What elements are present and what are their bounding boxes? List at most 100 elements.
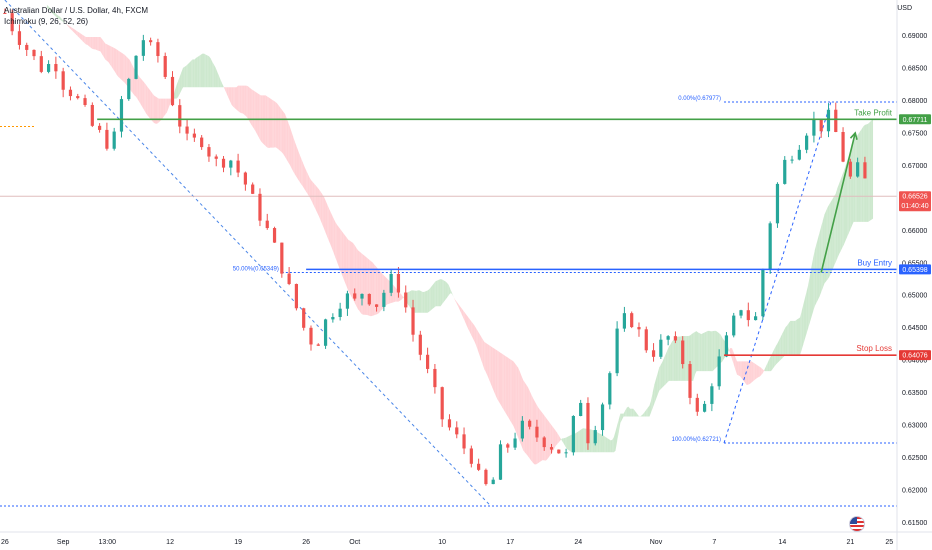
cloud-segment — [165, 98, 167, 115]
indicator-label[interactable]: Ichimoku (9, 26, 52, 26) — [4, 17, 89, 26]
cloud-segment — [66, 24, 69, 27]
candle-body — [571, 415, 575, 453]
target-arrow-head — [849, 131, 858, 140]
cloud-segment — [187, 62, 190, 88]
cloud-segment — [813, 250, 815, 312]
x-tick-label: Oct — [349, 539, 360, 546]
cloud-segment — [155, 96, 158, 124]
cloud-segment — [356, 247, 358, 310]
level-name: Take Profit — [854, 108, 893, 117]
symbol-title[interactable]: Australian Dollar / U.S. Dollar, 4h, FXC… — [4, 6, 149, 15]
us-flag-icon[interactable] — [849, 516, 865, 532]
cloud-segment — [246, 85, 248, 119]
cloud-segment — [602, 434, 605, 453]
cloud-segment — [442, 279, 444, 305]
cloud-segment — [633, 408, 635, 417]
cloud-segment — [469, 319, 472, 336]
cloud-segment — [699, 333, 702, 372]
candle-body — [863, 162, 867, 179]
cloud-segment — [500, 352, 503, 408]
cloud-segment — [780, 333, 783, 360]
cloud-segment — [319, 189, 321, 221]
cloud-segment — [158, 98, 161, 123]
cloud-segment — [502, 353, 504, 410]
cloud-segment — [362, 254, 365, 315]
cloud-segment — [871, 118, 874, 220]
candle-body — [761, 269, 765, 317]
cloud-segment — [553, 428, 556, 450]
cloud-segment — [677, 336, 679, 381]
cloud-segment — [696, 331, 699, 372]
x-tick-label: 13:00 — [99, 539, 117, 546]
cloud-segment — [327, 204, 329, 241]
cloud-segment — [738, 361, 741, 377]
cloud-segment — [387, 278, 389, 305]
cloud-segment — [508, 358, 511, 421]
price-badge-label: 0.66526 — [902, 194, 927, 201]
cloud-segment — [220, 79, 222, 88]
cloud-segment — [341, 231, 344, 279]
cloud-segment — [194, 57, 196, 88]
cloud-segment — [276, 103, 279, 150]
cloud-segment — [636, 413, 639, 417]
cloud-segment — [609, 439, 611, 453]
candle-body — [724, 335, 729, 357]
cloud-segment — [400, 292, 402, 301]
cloud-segment — [785, 325, 788, 355]
x-tick-label: 21 — [846, 539, 854, 546]
cloud-segment — [145, 84, 148, 116]
cloud-segment — [59, 16, 62, 21]
candle-body — [549, 447, 554, 450]
cloud-segment — [523, 380, 525, 453]
candle-body — [739, 310, 743, 316]
cloud-segment — [625, 407, 627, 417]
cloud-segment — [526, 384, 529, 457]
cloud-segment — [176, 80, 179, 99]
cloud-segment — [481, 336, 483, 365]
candle-body — [105, 129, 109, 149]
y-tick-label: 0.68000 — [902, 98, 927, 105]
cloud-segment — [304, 166, 307, 192]
cloud-segment — [195, 56, 198, 88]
candle-body — [513, 438, 517, 448]
cloud-segment — [532, 397, 535, 465]
candle-body — [207, 147, 211, 157]
cloud-segment — [234, 87, 237, 110]
cloud-segment — [498, 351, 501, 405]
cloud-segment — [581, 428, 584, 453]
cloud-segment — [338, 226, 341, 271]
cloud-segment — [707, 330, 710, 372]
cloud-segment — [448, 284, 451, 296]
candle-body — [251, 184, 255, 194]
candle-body — [775, 183, 780, 224]
candle-body — [272, 228, 277, 243]
y-tick-label: 0.67500 — [902, 131, 927, 138]
cloud-segment — [113, 47, 115, 72]
cloud-segment — [230, 87, 232, 105]
cloud-segment — [563, 437, 566, 447]
cloud-segment — [84, 35, 86, 45]
y-tick-label: 0.62000 — [902, 487, 927, 494]
cloud-segment — [842, 170, 844, 248]
cloud-segment — [191, 59, 193, 88]
candle-body — [659, 339, 663, 357]
cloud-segment — [704, 331, 707, 372]
cloud-segment — [837, 183, 840, 259]
candle-body — [338, 308, 342, 317]
cloud-segment — [706, 330, 708, 372]
cloud-segment — [181, 67, 184, 91]
candle-body — [557, 449, 561, 454]
cloud-segment — [199, 54, 201, 88]
cloud-segment — [702, 332, 705, 372]
cloud-segment — [72, 28, 75, 33]
cloud-segment — [71, 27, 73, 32]
cloud-segment — [489, 345, 491, 384]
cloud-segment — [121, 52, 124, 82]
cloud-segment — [748, 361, 750, 385]
candle-body — [353, 293, 357, 299]
y-tick-label: 0.65500 — [902, 260, 927, 267]
y-tick-label: 0.63000 — [902, 422, 927, 429]
candle-body — [112, 131, 116, 149]
cloud-segment — [506, 357, 509, 418]
